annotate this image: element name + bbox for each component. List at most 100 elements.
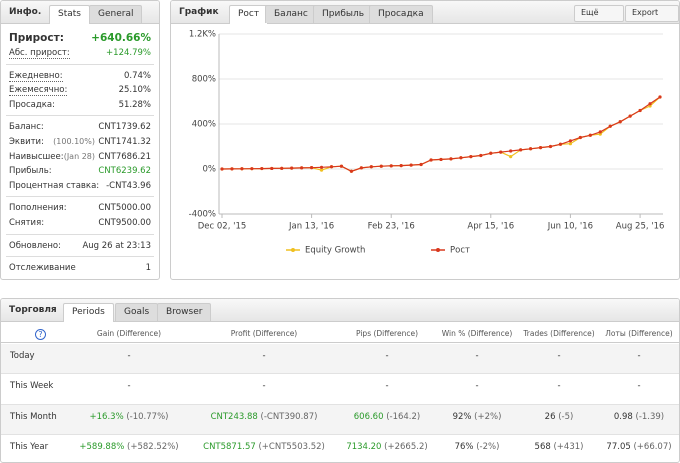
stat-value: CNT9500.00 [98,218,151,228]
stat-row: Абс. прирост: +124.79% [9,48,151,59]
stat-label: Обновлено: [9,240,61,251]
tab[interactable]: Рост [229,5,269,24]
cell-value: - [262,351,266,361]
cell: CNT243.88 (-CNT390.87) [211,412,318,422]
stat-value: 1 [145,263,151,274]
stat-row: Прирост: +640.66% [9,32,151,44]
cell-value: - [385,351,389,361]
stat-row: Снятия: CNT9500.00 [9,218,151,228]
cell: 26 (-5) [545,412,574,422]
info-header: Инфо. Stats General [1,1,159,24]
point [648,104,652,108]
stat-row: Отслеживание 1 [9,263,151,273]
tab[interactable]: Просадка [369,5,433,23]
chart: 1.2K% 800% 400% 0% -400% Dec 02, '15 Jan 13, '… [189,30,665,256]
button[interactable]: Export [625,5,679,22]
cell-diff: (+582.52%) [127,442,179,452]
point [439,157,443,162]
stat-value: CNT1739.62 [98,122,151,133]
stat-label: Абс. прирост: [9,48,70,59]
point [359,166,363,170]
point [548,144,553,149]
cell-value: CNT243.88 [210,412,258,422]
cell: - [127,381,130,391]
tab[interactable]: Баланс [265,5,317,23]
header-line [1,342,679,343]
cell-value: - [385,381,389,391]
legend-marker [291,248,295,252]
y-tick-label: 1.2K% [189,30,216,40]
stat-row: Наивысшее: (Jan 28) CNT7686.21 [9,152,151,162]
chart-header: График Рост Баланс Прибыль Просадка Ещё … [171,1,679,24]
cell-value: 77.05 [606,442,631,452]
cell-diff: (-5) [558,412,574,422]
column-header: Trades (Difference) [523,329,595,338]
point [479,153,483,158]
help-icon: ? [35,329,46,340]
stat-value: 51.28% [118,99,151,110]
legend-label: Рост [450,246,470,256]
stat-label: Прирост: [9,32,64,44]
point [598,130,602,134]
cell-value: - [637,381,641,391]
y-tick-label: 0% [203,165,217,175]
stat-label: Наивысшее: [9,151,64,162]
separator [6,233,154,235]
stat-label: Прибыль: [9,166,52,177]
tab[interactable]: Прибыль [313,5,374,23]
column-header: Profit (Difference) [230,329,298,338]
cell: 76% (-2%) [455,442,500,452]
stat-label: Баланс: [9,122,44,133]
stat-row: Просадка: 51.28% [9,100,151,110]
cell: 606.60 (-164.2) [354,412,421,422]
stat-value: CNT5000.00 [98,203,151,214]
point [509,155,513,159]
cell-value: - [475,381,479,391]
cell-diff: (-CNT390.87) [260,412,318,422]
point [369,165,373,169]
point [329,165,334,169]
info-panel: Инфо. Stats General Прирост: +640.66% Абс.… [0,0,160,280]
point [618,120,622,124]
row-line [1,434,679,435]
point [459,156,463,160]
cell-diff: (+CNT5503.52) [258,442,325,452]
stat-value: +640.66% [91,32,151,44]
cell: 0.98 (-1.39) [614,412,664,422]
stat-note: (Jan 28) [63,151,95,161]
tab[interactable]: Goals [115,303,159,321]
row-label: This Week [10,381,54,391]
cell-value: - [637,351,641,361]
cell: - [475,381,478,391]
point [319,168,324,172]
cell-value: 92% [452,412,472,422]
point [309,166,314,170]
cell: 92% (+2%) [453,412,502,422]
stat-label: Отслеживание [9,263,76,274]
cell-value: 0.98 [613,412,633,422]
separator [6,115,154,117]
tab[interactable]: Periods [63,303,114,322]
trading-title: Торговля [9,305,57,315]
cell-value: 606.60 [353,412,384,422]
row-bg [1,405,679,435]
stat-label: Пополнения: [9,203,67,214]
point [449,157,453,161]
button[interactable]: Ещё [574,5,624,22]
point [260,166,264,171]
tab[interactable]: Stats [49,5,90,24]
point [658,95,662,99]
point [429,158,433,162]
chart-panel-title: График [179,7,219,17]
cell: 7134.20 (+2665.2) [346,442,427,452]
point [389,164,393,168]
tab[interactable]: Browser [157,303,212,321]
point [220,167,224,171]
point [528,147,533,151]
point [339,164,344,168]
tab[interactable]: General [89,5,143,23]
stat-label: Просадка: [9,99,55,110]
point [538,146,543,150]
column-header: Лоты (Difference) [605,329,673,338]
column-header: Gain (Difference) [96,329,162,338]
